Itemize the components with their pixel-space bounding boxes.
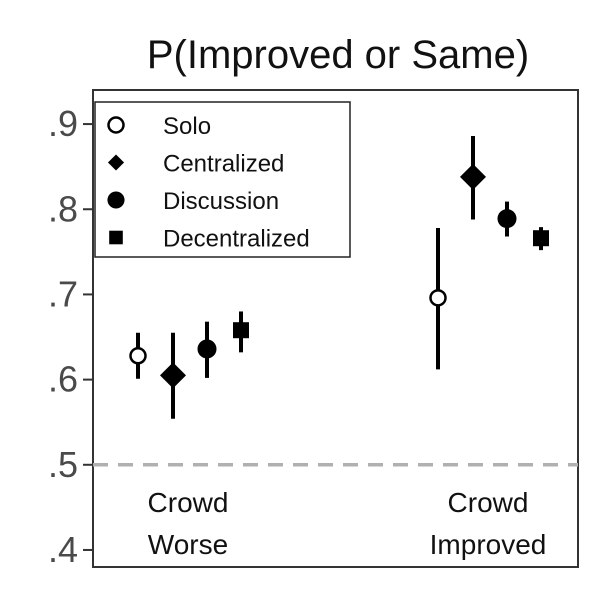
y-tick-label: .6	[48, 359, 78, 400]
plot-frame	[92, 89, 579, 568]
category-label: Worse	[148, 529, 228, 560]
point-solo	[129, 347, 147, 365]
legend-marker-decentralized	[109, 230, 123, 245]
point-discussion	[497, 209, 517, 229]
legend: Solo Centralized Discussion Decentralized	[94, 101, 351, 258]
point-decentralized	[233, 322, 249, 339]
chart-title: P(Improved or Same)	[147, 33, 529, 77]
legend-label-decentralized: Decentralized	[163, 226, 310, 253]
legend-label-discussion: Discussion	[163, 188, 279, 215]
y-tick-label: .4	[48, 529, 78, 570]
y-tick-label: .8	[48, 188, 78, 229]
legend-box	[94, 101, 351, 258]
legend-label-centralized: Centralized	[163, 151, 284, 178]
y-tick-label: .5	[48, 444, 78, 485]
point-discussion	[197, 339, 217, 359]
category-label: Crowd	[148, 487, 229, 518]
category-label: Improved	[430, 529, 547, 560]
category-label: Crowd	[448, 487, 529, 518]
point-centralized	[160, 362, 186, 389]
legend-label-solo: Solo	[163, 113, 211, 140]
legend-marker-centralized	[107, 154, 125, 171]
y-tick-label: .7	[48, 273, 78, 314]
legend-marker-solo	[107, 116, 125, 134]
point-solo	[429, 289, 447, 307]
point-decentralized	[533, 230, 549, 247]
legend-marker-discussion	[107, 191, 125, 209]
y-tick-label: .9	[48, 103, 78, 144]
point-centralized	[460, 163, 486, 190]
